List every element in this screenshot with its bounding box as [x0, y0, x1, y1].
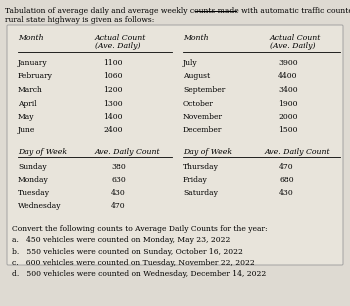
Text: Day of Week: Day of Week: [18, 148, 67, 156]
Text: 630: 630: [111, 176, 126, 184]
Text: (Ave. Daily): (Ave. Daily): [95, 42, 140, 50]
Text: Wednesday: Wednesday: [18, 202, 62, 210]
Text: Day of Week: Day of Week: [183, 148, 232, 156]
Text: December: December: [183, 126, 222, 135]
Text: 4400: 4400: [278, 73, 298, 80]
Text: August: August: [183, 73, 210, 80]
Text: Friday: Friday: [183, 176, 208, 184]
Text: 1900: 1900: [278, 99, 298, 107]
Text: May: May: [18, 113, 35, 121]
Text: Actual Count: Actual Count: [95, 34, 146, 42]
Text: March: March: [18, 86, 43, 94]
Text: 430: 430: [111, 189, 126, 197]
Text: Tuesday: Tuesday: [18, 189, 50, 197]
Text: Sunday: Sunday: [18, 163, 47, 171]
Text: Saturday: Saturday: [183, 189, 218, 197]
Text: 3400: 3400: [278, 86, 298, 94]
Text: (Ave. Daily): (Ave. Daily): [270, 42, 315, 50]
Text: September: September: [183, 86, 225, 94]
Text: Tabulation of average daily and average weekly counts made with automatic traffi: Tabulation of average daily and average …: [5, 7, 350, 15]
Text: 470: 470: [279, 163, 294, 171]
Text: June: June: [18, 126, 35, 135]
Text: January: January: [18, 59, 48, 67]
Text: April: April: [18, 99, 37, 107]
Text: 680: 680: [279, 176, 294, 184]
Text: 1500: 1500: [278, 126, 298, 135]
Text: 3900: 3900: [278, 59, 298, 67]
Text: c.   600 vehicles were counted on Tuesday, November 22, 2022: c. 600 vehicles were counted on Tuesday,…: [12, 259, 255, 267]
Text: July: July: [183, 59, 198, 67]
Text: 1060: 1060: [103, 73, 122, 80]
Text: 1100: 1100: [103, 59, 122, 67]
Text: 1300: 1300: [103, 99, 122, 107]
Text: February: February: [18, 73, 53, 80]
Text: 1200: 1200: [103, 86, 122, 94]
Text: Ave. Daily Count: Ave. Daily Count: [265, 148, 331, 156]
Text: Thursday: Thursday: [183, 163, 219, 171]
Text: 1400: 1400: [103, 113, 122, 121]
Text: d.   500 vehicles were counted on Wednesday, December 14, 2022: d. 500 vehicles were counted on Wednesda…: [12, 271, 266, 278]
Text: November: November: [183, 113, 223, 121]
Text: 2400: 2400: [103, 126, 122, 135]
Text: 430: 430: [279, 189, 294, 197]
Text: Monday: Monday: [18, 176, 49, 184]
Text: Month: Month: [18, 34, 44, 42]
Text: a.   450 vehicles were counted on Monday, May 23, 2022: a. 450 vehicles were counted on Monday, …: [12, 236, 230, 244]
Text: 380: 380: [111, 163, 126, 171]
Text: b.   550 vehicles were counted on Sunday, October 16, 2022: b. 550 vehicles were counted on Sunday, …: [12, 248, 243, 256]
Text: Month: Month: [183, 34, 209, 42]
Text: Convert the following counts to Average Daily Counts for the year:: Convert the following counts to Average …: [12, 225, 268, 233]
FancyBboxPatch shape: [7, 25, 343, 265]
Text: Actual Count: Actual Count: [270, 34, 321, 42]
Text: 470: 470: [111, 202, 126, 210]
Text: October: October: [183, 99, 214, 107]
Text: 2000: 2000: [278, 113, 298, 121]
Text: rural state highway is given as follows:: rural state highway is given as follows:: [5, 16, 154, 24]
Text: Ave. Daily Count: Ave. Daily Count: [95, 148, 161, 156]
